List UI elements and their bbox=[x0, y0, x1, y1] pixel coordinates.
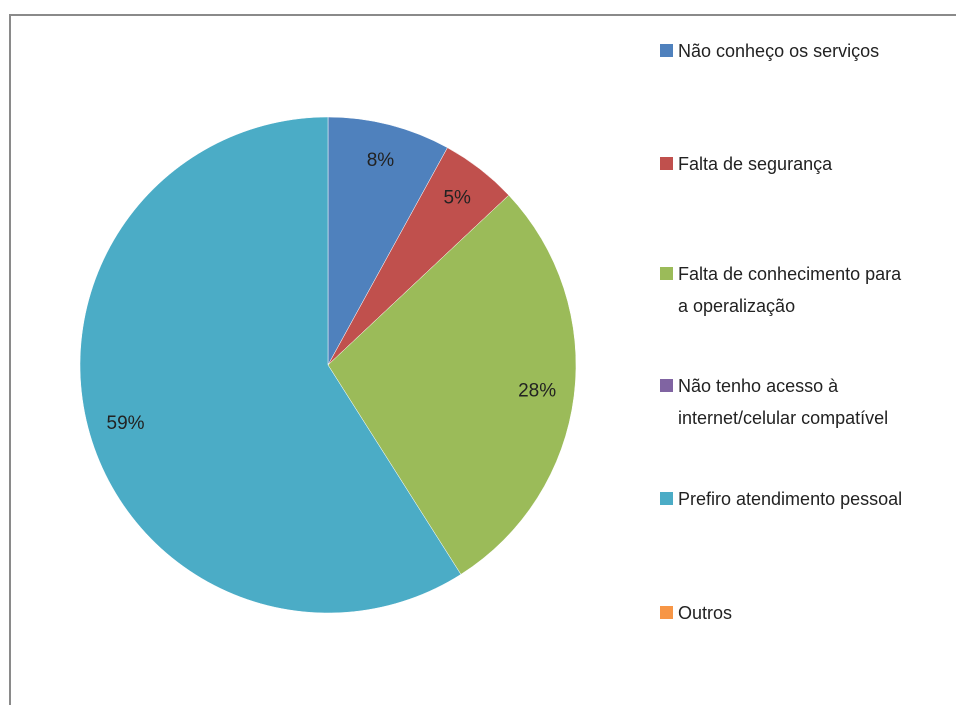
data-label: 59% bbox=[107, 413, 145, 434]
legend-swatch bbox=[660, 44, 673, 57]
data-label: 28% bbox=[518, 380, 556, 401]
pie-slice bbox=[79, 116, 462, 614]
legend-swatch bbox=[660, 157, 673, 170]
legend-label: Outros bbox=[678, 603, 733, 623]
data-label: 5% bbox=[443, 187, 471, 208]
data-label: 8% bbox=[367, 150, 395, 171]
legend-label: Falta de segurança bbox=[678, 154, 833, 174]
legend-swatch bbox=[660, 379, 673, 392]
pie-slice bbox=[327, 194, 577, 575]
pie-slice bbox=[327, 116, 448, 366]
legend-label: Não conheço os serviços bbox=[678, 41, 880, 61]
legend-label: Não tenho acesso à internet/celular comp… bbox=[678, 376, 889, 428]
legend-label: Falta de conhecimento para a operalizaçã… bbox=[678, 264, 902, 316]
legend-swatch bbox=[660, 606, 673, 619]
frame bbox=[9, 14, 956, 705]
legend-label: Prefiro atendimento pessoal bbox=[678, 489, 903, 509]
legend-swatch bbox=[660, 492, 673, 505]
legend-swatch bbox=[660, 267, 673, 280]
